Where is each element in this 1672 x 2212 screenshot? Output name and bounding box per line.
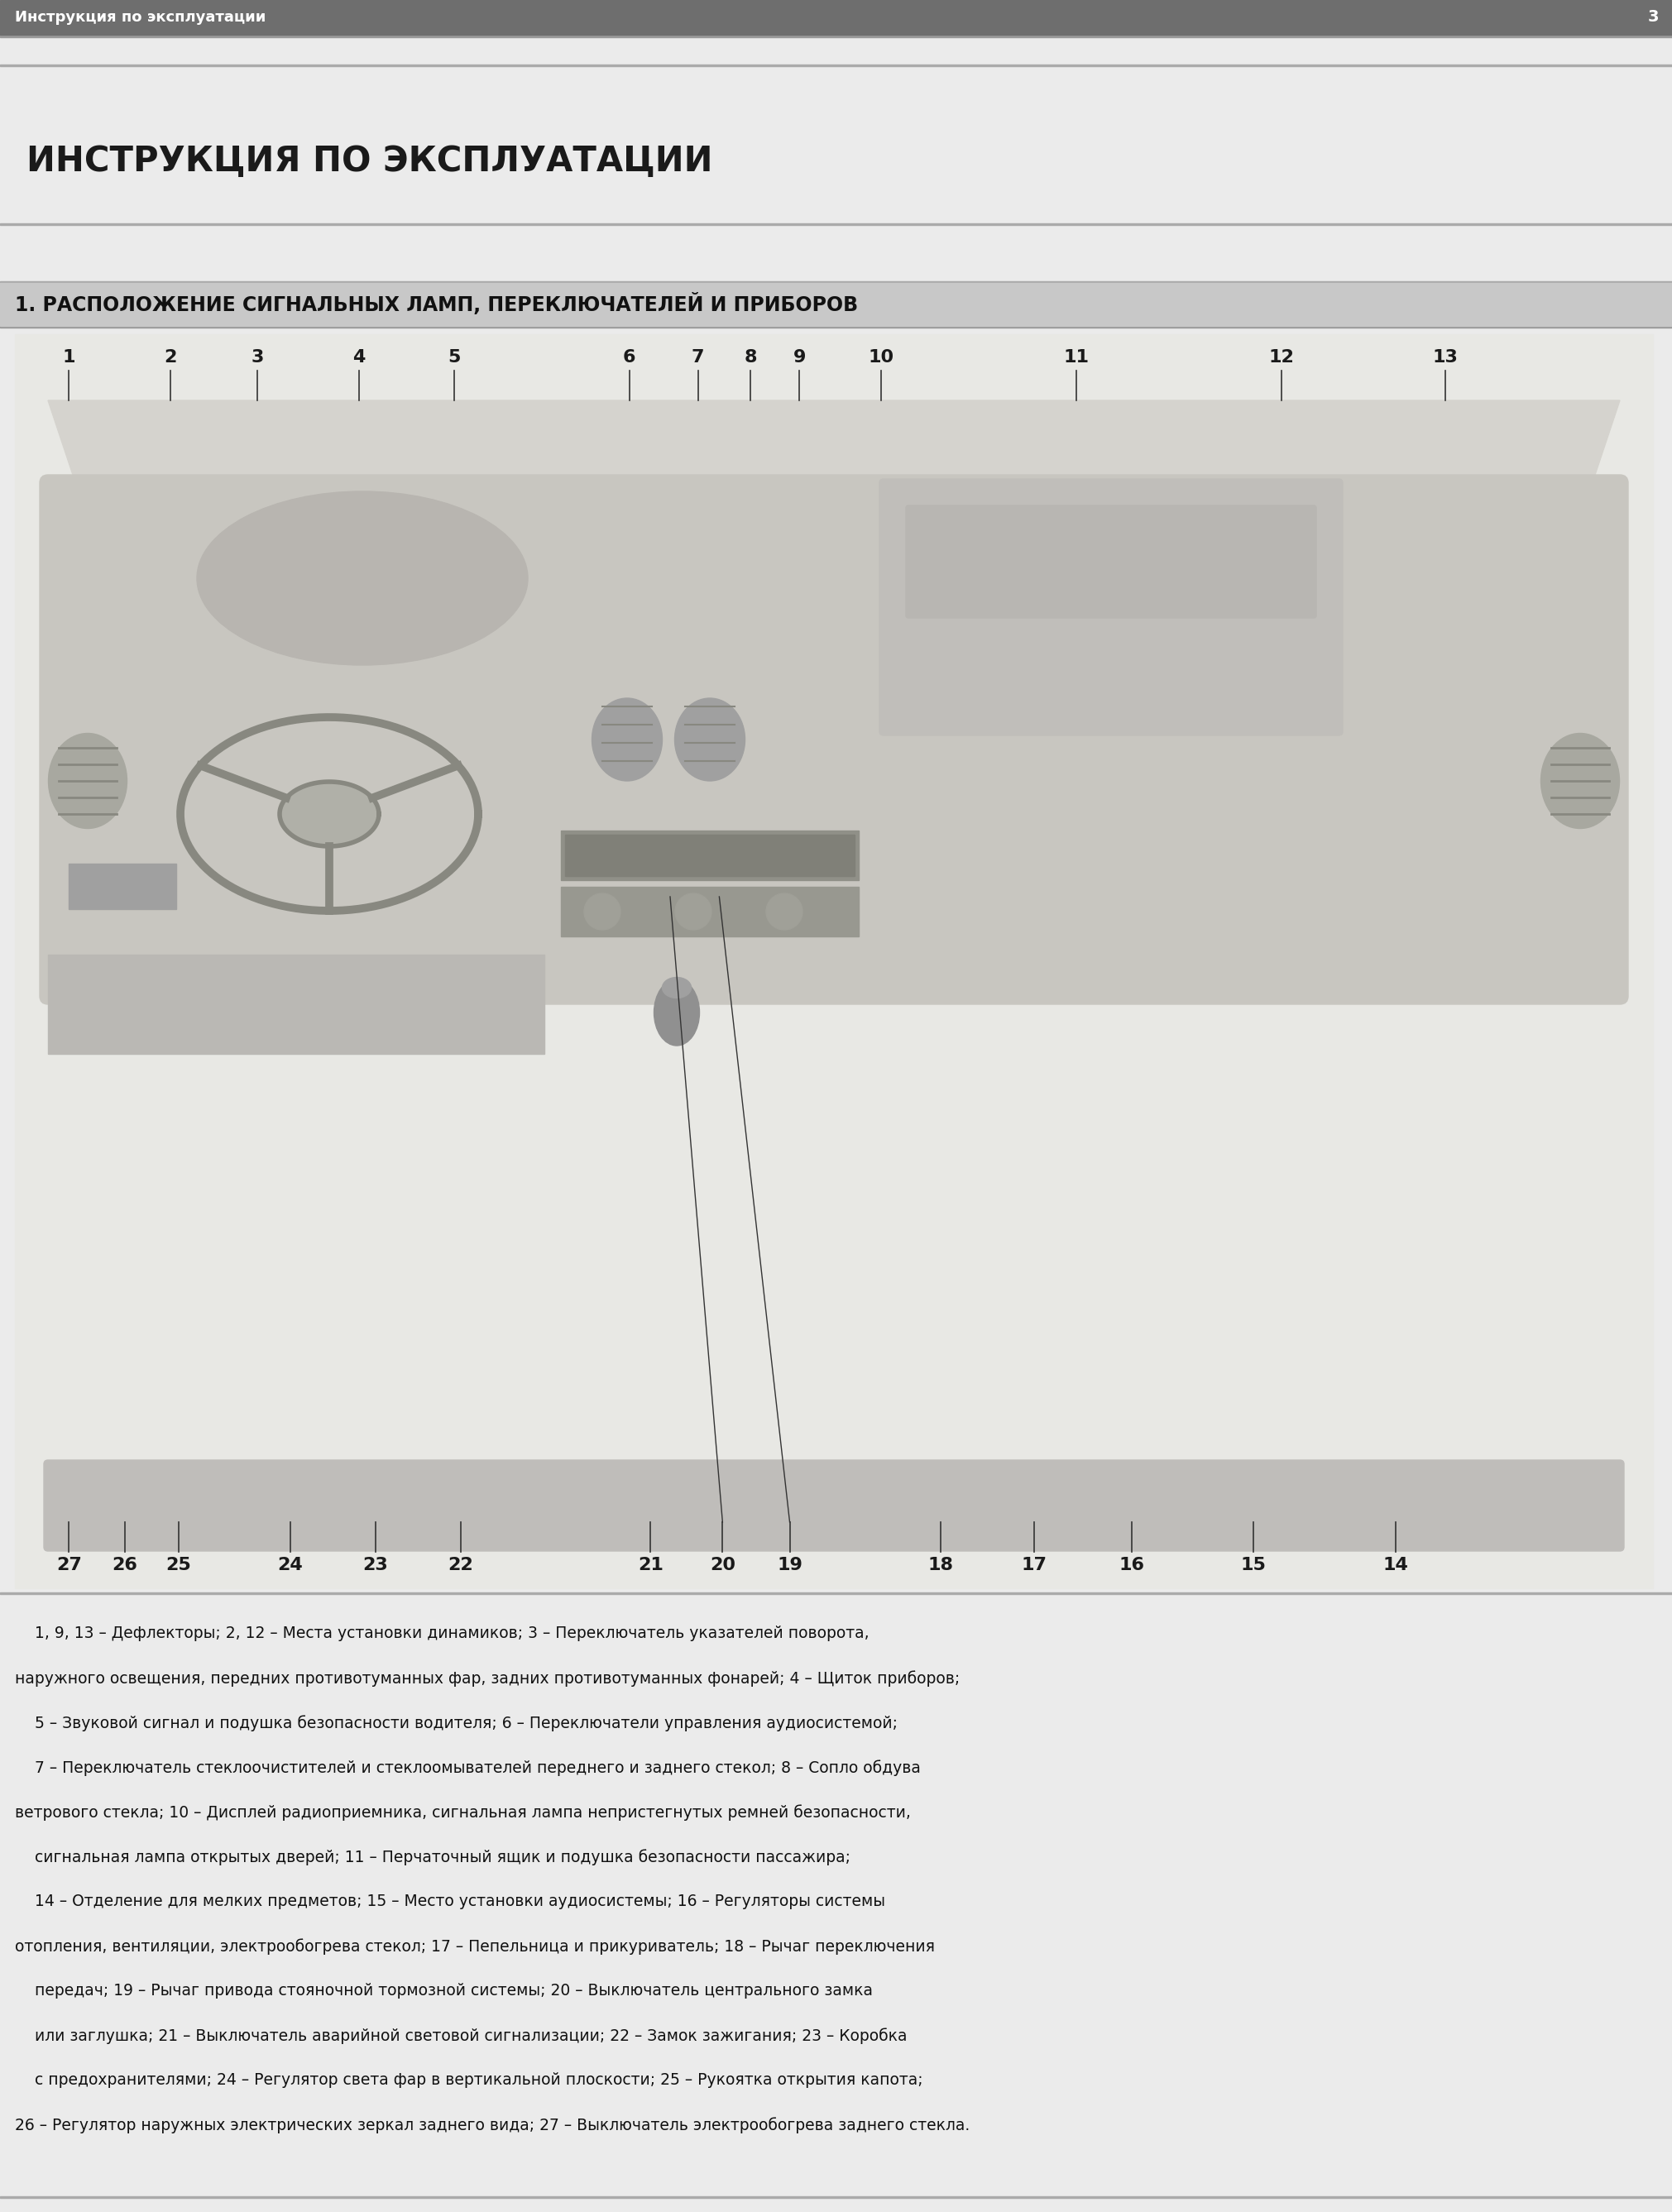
- Text: сигнальная лампа открытых дверей; 11 – Перчаточный ящик и подушка безопасности п: сигнальная лампа открытых дверей; 11 – П…: [15, 1849, 851, 1865]
- Text: ИНСТРУКЦИЯ ПО ЭКСПЛУАТАЦИИ: ИНСТРУКЦИЯ ПО ЭКСПЛУАТАЦИИ: [27, 144, 712, 179]
- Ellipse shape: [279, 781, 380, 847]
- Text: 20: 20: [709, 1557, 736, 1573]
- Text: 9: 9: [793, 349, 806, 365]
- Text: 26 – Регулятор наружных электрических зеркал заднего вида; 27 – Выключатель элек: 26 – Регулятор наружных электрических зе…: [15, 2117, 970, 2132]
- Text: 26: 26: [112, 1557, 137, 1573]
- Ellipse shape: [1542, 734, 1620, 830]
- Text: 2: 2: [164, 349, 177, 365]
- Ellipse shape: [592, 699, 662, 781]
- Bar: [69, 863, 176, 909]
- Text: наружного освещения, передних противотуманных фар, задних противотуманных фонаре: наружного освещения, передних противотум…: [15, 1670, 960, 1686]
- Text: 25: 25: [166, 1557, 191, 1573]
- Text: 22: 22: [448, 1557, 473, 1573]
- Text: 3: 3: [1647, 9, 1659, 24]
- FancyBboxPatch shape: [906, 504, 1316, 617]
- Text: 7 – Переключатель стеклоочистителей и стеклоомывателей переднего и заднего стеко: 7 – Переключатель стеклоочистителей и ст…: [15, 1759, 921, 1776]
- Bar: [560, 830, 859, 880]
- Bar: [565, 834, 854, 876]
- Text: 24: 24: [278, 1557, 303, 1573]
- Ellipse shape: [675, 699, 746, 781]
- Ellipse shape: [48, 734, 127, 830]
- Text: Инструкция по эксплуатации: Инструкция по эксплуатации: [15, 9, 266, 24]
- FancyBboxPatch shape: [879, 480, 1343, 734]
- Bar: [0, 35, 1672, 38]
- Bar: [0, 0, 1672, 35]
- Text: 1. РАСПОЛОЖЕНИЕ СИГНАЛЬНЫХ ЛАМП, ПЕРЕКЛЮЧАТЕЛЕЙ И ПРИБОРОВ: 1. РАСПОЛОЖЕНИЕ СИГНАЛЬНЫХ ЛАМП, ПЕРЕКЛЮ…: [15, 294, 858, 316]
- Ellipse shape: [662, 978, 691, 998]
- Text: 14: 14: [1383, 1557, 1408, 1573]
- Text: 15: 15: [1241, 1557, 1266, 1573]
- Text: с предохранителями; 24 – Регулятор света фар в вертикальной плоскости; 25 – Руко: с предохранителями; 24 – Регулятор света…: [15, 2073, 923, 2088]
- Text: 23: 23: [363, 1557, 388, 1573]
- Bar: [15, 334, 1654, 1588]
- Text: 6: 6: [622, 349, 635, 365]
- Text: 27: 27: [57, 1557, 82, 1573]
- Text: 21: 21: [637, 1557, 664, 1573]
- Text: 1: 1: [62, 349, 75, 365]
- Text: 5 – Звуковой сигнал и подушка безопасности водителя; 6 – Переключатели управлени: 5 – Звуковой сигнал и подушка безопаснос…: [15, 1714, 898, 1732]
- Circle shape: [584, 894, 620, 929]
- Text: 4: 4: [353, 349, 364, 365]
- Bar: [48, 956, 545, 1053]
- Text: 12: 12: [1269, 349, 1294, 365]
- FancyBboxPatch shape: [40, 476, 1629, 1004]
- Text: 17: 17: [1022, 1557, 1047, 1573]
- Text: 16: 16: [1119, 1557, 1145, 1573]
- Text: 1, 9, 13 – Дефлекторы; 2, 12 – Места установки динамиков; 3 – Переключатель указ: 1, 9, 13 – Дефлекторы; 2, 12 – Места уст…: [15, 1626, 869, 1641]
- Circle shape: [675, 894, 712, 929]
- Text: 5: 5: [448, 349, 460, 365]
- Text: 13: 13: [1433, 349, 1458, 365]
- Text: 8: 8: [744, 349, 757, 365]
- Text: 7: 7: [692, 349, 704, 365]
- Text: отопления, вентиляции, электрообогрева стекол; 17 – Пепельница и прикуриватель; : отопления, вентиляции, электрообогрева с…: [15, 1938, 935, 1955]
- Text: или заглушка; 21 – Выключатель аварийной световой сигнализации; 22 – Замок зажиг: или заглушка; 21 – Выключатель аварийной…: [15, 2028, 908, 2044]
- Bar: [560, 887, 859, 936]
- Text: 10: 10: [868, 349, 895, 365]
- Ellipse shape: [654, 980, 699, 1046]
- Polygon shape: [48, 400, 1620, 500]
- FancyBboxPatch shape: [43, 1460, 1624, 1551]
- Text: 11: 11: [1063, 349, 1088, 365]
- Text: 3: 3: [251, 349, 264, 365]
- Text: 19: 19: [777, 1557, 803, 1573]
- Text: 14 – Отделение для мелких предметов; 15 – Место установки аудиосистемы; 16 – Рег: 14 – Отделение для мелких предметов; 15 …: [15, 1893, 884, 1909]
- Circle shape: [766, 894, 803, 929]
- Bar: [0, 283, 1672, 325]
- Text: ветрового стекла; 10 – Дисплей радиоприемника, сигнальная лампа непристегнутых р: ветрового стекла; 10 – Дисплей радиоприе…: [15, 1805, 911, 1820]
- Text: 18: 18: [928, 1557, 953, 1573]
- Ellipse shape: [197, 491, 528, 666]
- Text: передач; 19 – Рычаг привода стояночной тормозной системы; 20 – Выключатель центр: передач; 19 – Рычаг привода стояночной т…: [15, 1982, 873, 2000]
